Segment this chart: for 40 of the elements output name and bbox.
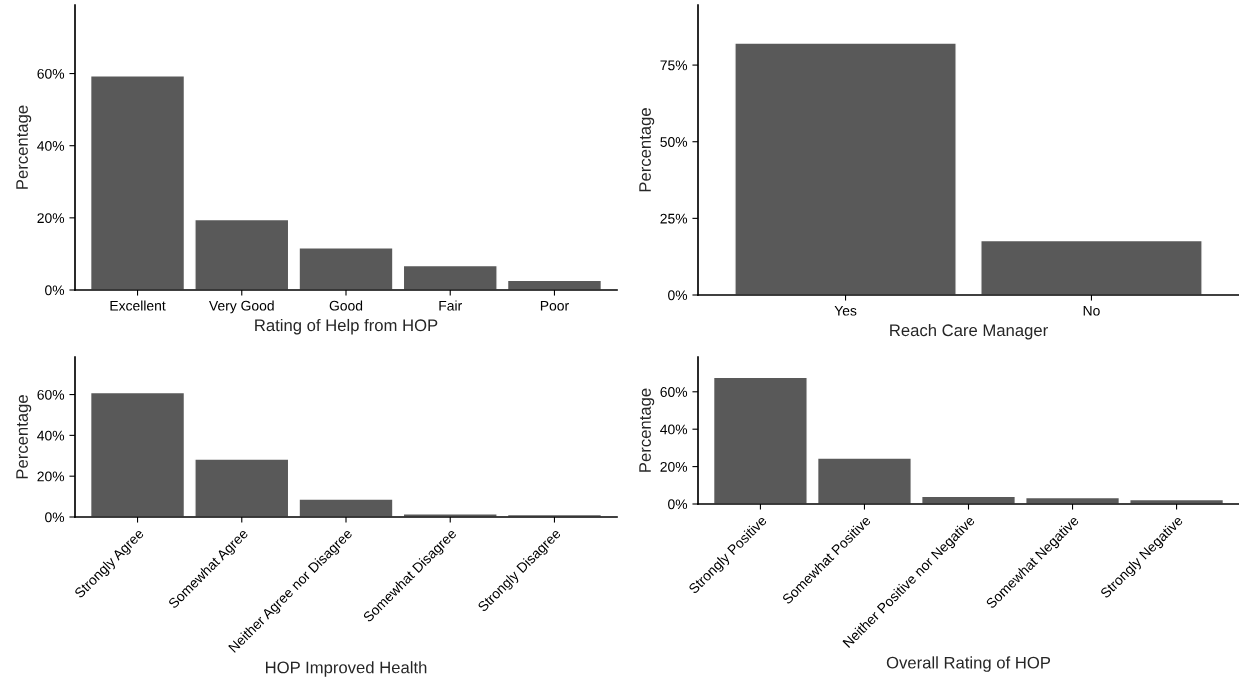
y-tick-label: 60% bbox=[37, 68, 65, 79]
y-tick-label: 20% bbox=[37, 213, 65, 224]
x-tick-label: No bbox=[1083, 305, 1100, 316]
y-tick-label: 50% bbox=[660, 137, 688, 147]
bar bbox=[402, 264, 498, 290]
y-axis-title: Percentage bbox=[639, 108, 655, 192]
bar bbox=[816, 457, 912, 504]
x-tick-label: Very Good bbox=[209, 300, 274, 314]
x-axis-title: Rating of Help from HOP bbox=[255, 318, 438, 335]
x-tick-label: Excellent bbox=[110, 300, 166, 311]
x-tick-label: Fair bbox=[439, 300, 462, 311]
bar bbox=[298, 247, 394, 290]
y-tick-label: 0% bbox=[668, 499, 688, 510]
y-tick-label: 40% bbox=[37, 141, 65, 151]
y-tick-label: 60% bbox=[37, 389, 65, 400]
bar bbox=[712, 376, 808, 504]
y-tick-label: 0% bbox=[45, 512, 65, 523]
x-axis-title: Overall Rating of HOP bbox=[886, 656, 1051, 672]
y-tick-label: 20% bbox=[37, 471, 65, 482]
x-tick-label: Good bbox=[329, 300, 363, 311]
y-axis-title: Percentage bbox=[16, 105, 32, 189]
bar bbox=[194, 458, 290, 517]
y-tick-label: 0% bbox=[668, 290, 688, 301]
y-tick-label: 25% bbox=[660, 213, 688, 224]
bar bbox=[194, 218, 290, 290]
bar bbox=[89, 75, 186, 290]
y-tick-label: 0% bbox=[45, 285, 65, 296]
y-tick-label: 20% bbox=[660, 461, 688, 472]
y-axis-title: Percentage bbox=[16, 395, 32, 479]
x-axis-title: HOP Improved Health bbox=[266, 661, 427, 677]
x-axis-title: Reach Care Manager bbox=[890, 323, 1048, 340]
y-axis-title: Percentage bbox=[639, 388, 655, 472]
y-tick-label: 40% bbox=[37, 430, 65, 441]
bar bbox=[298, 498, 394, 517]
x-tick-label: Yes bbox=[834, 305, 857, 316]
x-tick-label: Poor bbox=[540, 300, 569, 311]
y-tick-label: 75% bbox=[660, 60, 688, 71]
bar bbox=[89, 391, 186, 517]
y-tick-label: 60% bbox=[660, 387, 688, 397]
y-tick-label: 40% bbox=[660, 424, 688, 435]
